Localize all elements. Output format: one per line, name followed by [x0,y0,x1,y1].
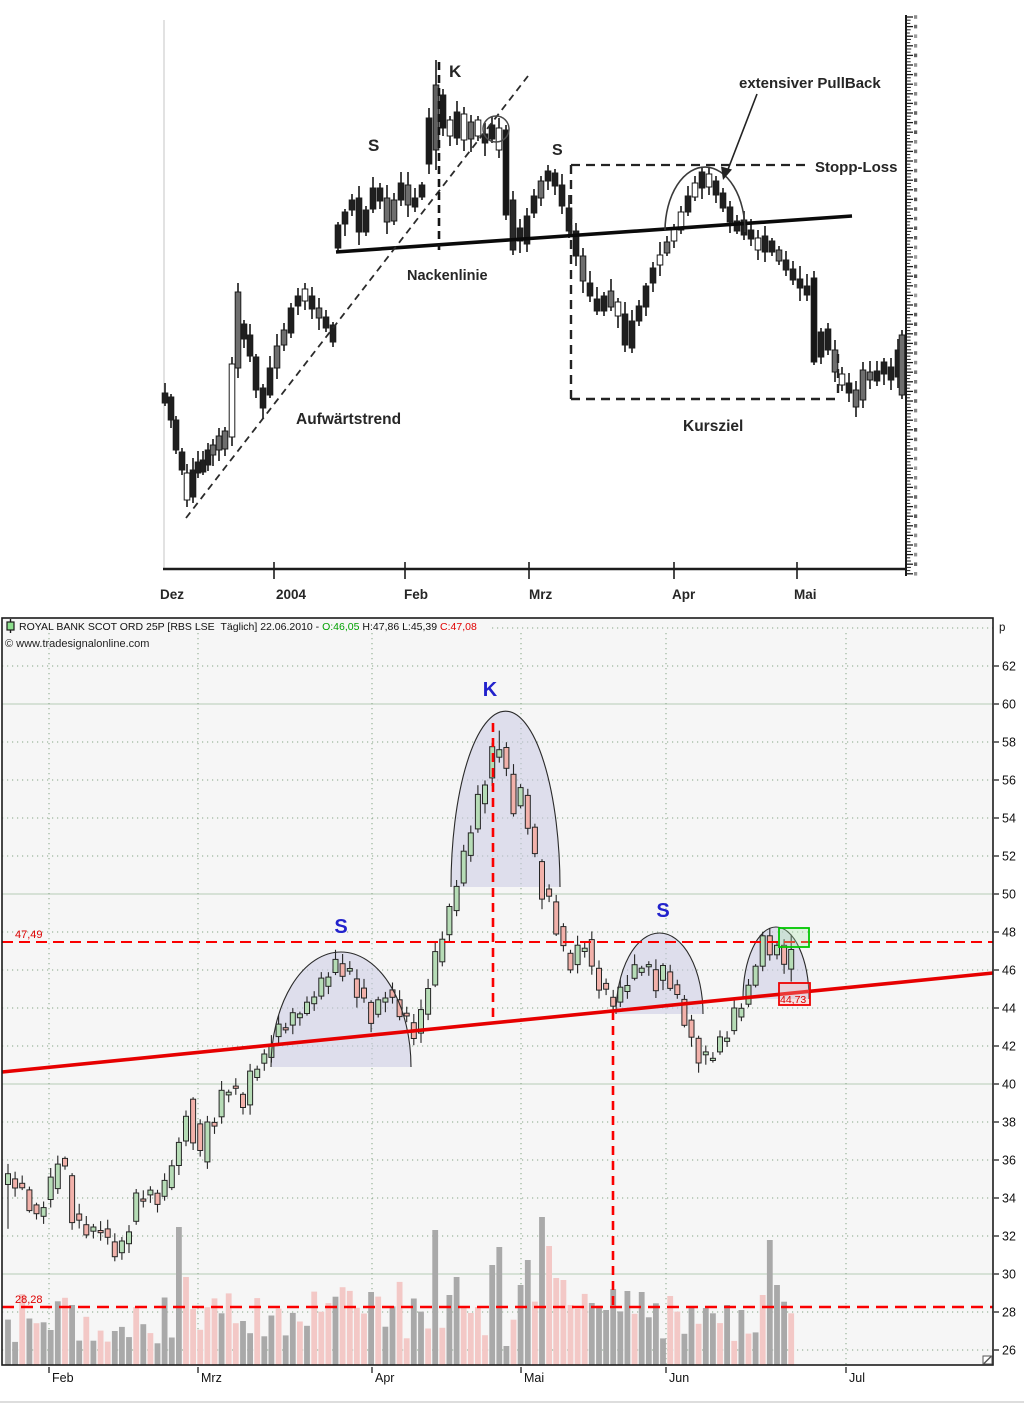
svg-text:50: 50 [1002,888,1016,902]
svg-text:28,28: 28,28 [15,1294,43,1306]
svg-text:40: 40 [1002,1078,1016,1092]
svg-text:Kursziel: Kursziel [683,418,743,435]
svg-text:Feb: Feb [52,1371,74,1385]
svg-text:Mai: Mai [524,1371,544,1385]
svg-text:K: K [483,679,498,701]
svg-text:56: 56 [1002,774,1016,788]
svg-text:S: S [368,136,379,155]
svg-text:S: S [552,142,563,159]
svg-text:54: 54 [1002,812,1016,826]
svg-text:Mrz: Mrz [201,1371,222,1385]
svg-text:47,49: 47,49 [15,929,43,941]
svg-text:Mrz: Mrz [529,587,552,602]
svg-text:S: S [334,916,347,938]
svg-text:© www.tradesignalonline.com: © www.tradesignalonline.com [5,638,149,650]
svg-text:62: 62 [1002,660,1016,674]
svg-text:Jun: Jun [669,1371,689,1385]
svg-text:30: 30 [1002,1268,1016,1282]
svg-text:K: K [449,62,462,81]
svg-text:Jul: Jul [849,1371,865,1385]
svg-text:2004: 2004 [276,587,307,602]
svg-text:48: 48 [1002,926,1016,940]
svg-text:36: 36 [1002,1154,1016,1168]
svg-text:Feb: Feb [404,587,428,602]
svg-text:38: 38 [1002,1116,1016,1130]
svg-text:28: 28 [1002,1306,1016,1320]
svg-text:p: p [999,622,1005,634]
svg-text:Stopp-Loss: Stopp-Loss [815,159,898,176]
svg-text:34: 34 [1002,1192,1016,1206]
svg-text:42: 42 [1002,1040,1016,1054]
svg-text:S: S [656,900,669,922]
svg-text:52: 52 [1002,850,1016,864]
svg-text:ROYAL BANK SCOT ORD 25P [RBS L: ROYAL BANK SCOT ORD 25P [RBS LSE Täglich… [19,621,477,633]
svg-text:26: 26 [1002,1344,1016,1358]
svg-text:Dez: Dez [160,587,184,602]
svg-text:44,73: 44,73 [780,994,806,1006]
svg-text:Apr: Apr [672,587,696,602]
svg-text:Apr: Apr [375,1371,394,1385]
svg-text:58: 58 [1002,736,1016,750]
svg-text:Mai: Mai [794,587,817,602]
svg-text:32: 32 [1002,1230,1016,1244]
svg-text:46: 46 [1002,964,1016,978]
svg-text:60: 60 [1002,698,1016,712]
svg-text:extensiver PullBack: extensiver PullBack [739,75,881,92]
svg-text:44: 44 [1002,1002,1016,1016]
svg-text:Aufwärtstrend: Aufwärtstrend [296,411,401,428]
svg-text:Nackenlinie: Nackenlinie [407,268,488,284]
